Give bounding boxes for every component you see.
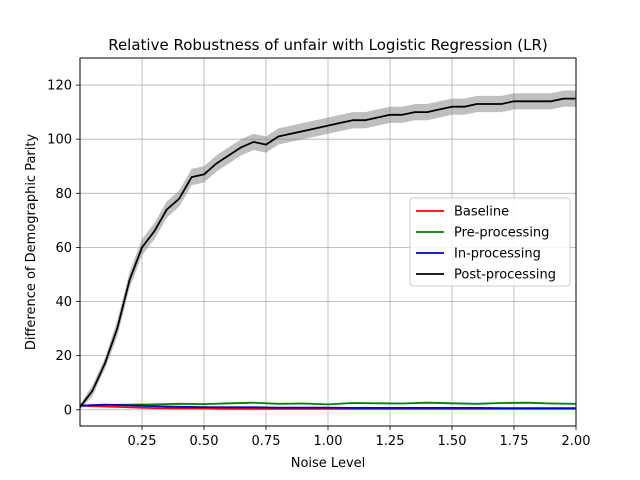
y-tick-label: 0 (64, 403, 72, 418)
pre-processing-line (79, 401, 577, 407)
axis-ticks: 0.25 0.50 0.75 1.00 1.25 1.50 1.75 2.00 0 20 40 60 8… (47, 79, 590, 449)
x-tick-label: 1.25 (376, 434, 405, 449)
legend-label-in-processing: In-processing (454, 247, 541, 262)
in-processing-line (79, 403, 576, 410)
legend-label-baseline: Baseline (454, 205, 509, 220)
y-tick-label: 20 (55, 349, 72, 364)
x-tick-label: 1.75 (500, 434, 529, 449)
x-tick-label: 0.75 (252, 434, 281, 449)
x-tick-label: 1.50 (438, 434, 467, 449)
legend-label-post-processing: Post-processing (454, 268, 556, 283)
y-tick-label: 100 (47, 133, 72, 148)
legend: Baseline Pre-processing In-processing Post-… (409, 197, 571, 287)
legend-label-pre-processing: Pre-processing (454, 226, 549, 241)
series-lines (79, 97, 577, 410)
y-tick-label: 60 (55, 241, 72, 256)
x-axis-title: Noise Level (291, 456, 366, 471)
y-tick-label: 120 (47, 79, 72, 94)
x-tick-label: 2.00 (562, 434, 591, 449)
post-processing-line (79, 97, 576, 408)
x-tick-label: 0.25 (128, 434, 157, 449)
y-tick-label: 80 (55, 187, 72, 202)
confidence-bands (80, 90, 576, 410)
x-tick-label: 1.00 (314, 434, 343, 449)
x-tick-label: 0.50 (190, 434, 219, 449)
y-axis-title: Difference of Demographic Parity (24, 134, 39, 351)
post-processing-band (80, 90, 576, 410)
legend-box (409, 197, 571, 287)
y-tick-label: 40 (55, 295, 72, 310)
chart-title: Relative Robustness of unfair with Logis… (108, 36, 548, 54)
